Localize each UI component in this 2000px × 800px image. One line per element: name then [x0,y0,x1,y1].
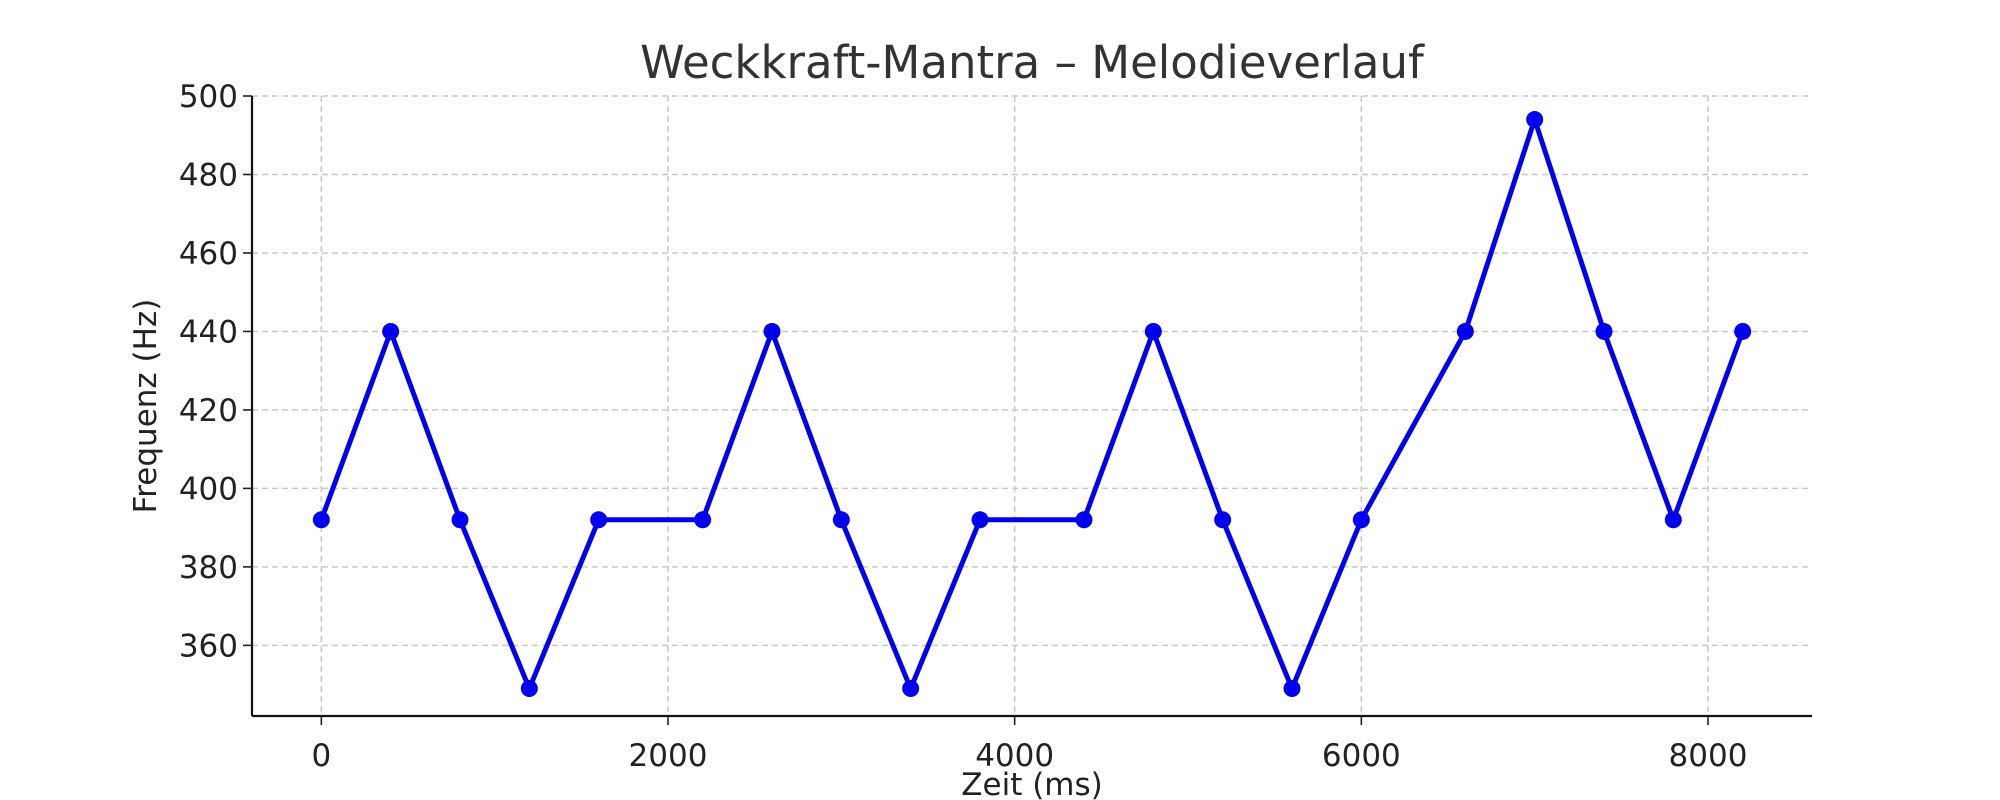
chart-title: Weckkraft-Mantra – Melodieverlauf [640,36,1425,89]
data-point [1214,511,1232,529]
y-tick-label: 380 [179,550,238,586]
data-point [1526,111,1544,129]
x-tick-label: 6000 [1322,738,1401,774]
data-point [1456,322,1474,340]
data-point [1283,680,1301,698]
axes-spines [250,96,1812,718]
data-point [312,511,330,529]
data-point [590,511,608,529]
y-axis-label: Frequenz (Hz) [128,299,164,514]
data-point [971,511,989,529]
data-point [1595,322,1613,340]
y-tick-label: 400 [179,471,238,507]
x-tick-label: 8000 [1669,738,1748,774]
grid-lines [252,95,1812,716]
x-axis-label: Zeit (ms) [961,767,1102,800]
data-point [1734,322,1752,340]
data-point [1075,511,1093,529]
y-tick-label: 500 [179,79,238,115]
x-tick-label: 2000 [629,738,708,774]
series-layer [312,111,1752,698]
y-axis-ticks: 360 380 400 420 440 460 480 500 [179,79,252,664]
y-tick-label: 420 [179,393,238,429]
data-point [1144,322,1162,340]
data-point [1352,511,1370,529]
data-point [763,322,781,340]
x-tick-label: 4000 [975,738,1054,774]
x-axis-ticks: 0 2000 4000 6000 8000 [311,716,1747,774]
series-line [318,111,1746,696]
y-tick-label: 460 [179,236,238,272]
data-point [832,511,850,529]
data-point [1664,511,1682,529]
x-tick-label: 0 [311,738,331,774]
y-tick-label: 480 [179,157,238,193]
data-point [382,322,400,340]
y-tick-label: 360 [179,628,238,664]
data-point [520,680,538,698]
data-point [694,511,712,529]
data-point [451,511,469,529]
y-tick-label: 440 [179,314,238,350]
data-point [902,680,920,698]
